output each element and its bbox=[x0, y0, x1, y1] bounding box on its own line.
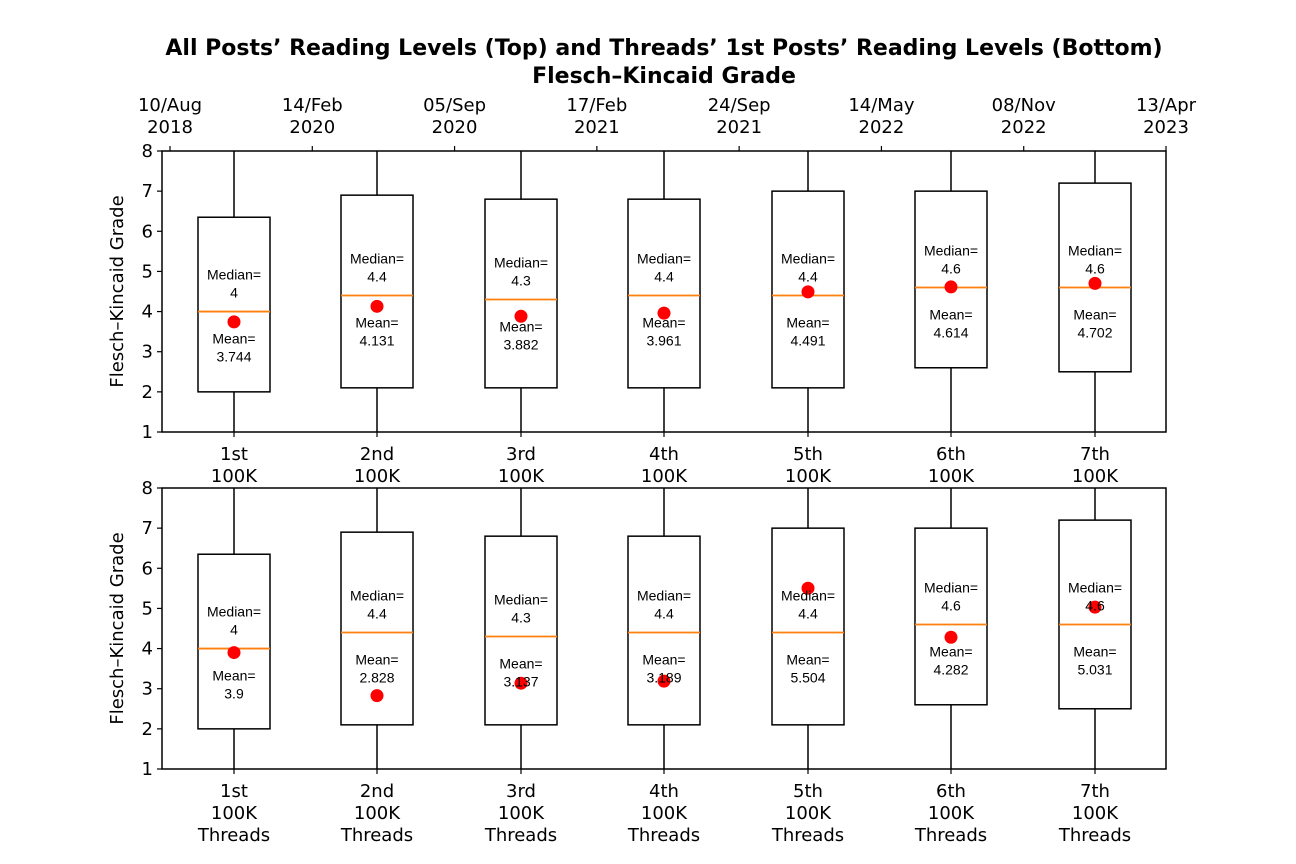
x-tick-label: 5th 100K bbox=[785, 444, 832, 487]
x-tick-label: 3rd 100K Threads bbox=[484, 781, 557, 846]
mean-label: Mean= 4.491 bbox=[786, 315, 829, 349]
mean-label: Mean= 4.282 bbox=[929, 643, 972, 677]
top-x-tick-label: 24/Sep 2021 bbox=[708, 95, 771, 138]
mean-marker bbox=[801, 581, 815, 595]
y-axis-label: Flesch–Kincaid Grade bbox=[107, 532, 128, 724]
x-tick-label: 1st 100K Threads bbox=[197, 781, 270, 846]
x-tick-label: 7th 100K bbox=[1072, 444, 1119, 487]
box bbox=[340, 194, 414, 389]
x-tick-label: 7th 100K Threads bbox=[1058, 781, 1131, 846]
y-tick-label: 5 bbox=[142, 598, 153, 619]
mean-label: Mean= 3.137 bbox=[499, 656, 542, 690]
y-tick-label: 7 bbox=[142, 181, 153, 202]
box bbox=[197, 553, 271, 730]
median-label: Median= 4.4 bbox=[637, 588, 691, 622]
y-tick-label: 1 bbox=[142, 759, 153, 780]
chart-title: All Posts’ Reading Levels (Top) and Thre… bbox=[165, 36, 1162, 61]
x-tick-label: 2nd 100K Threads bbox=[340, 781, 413, 846]
y-tick-label: 1 bbox=[142, 422, 153, 443]
box bbox=[484, 535, 558, 726]
y-tick-label: 8 bbox=[142, 478, 153, 499]
box bbox=[914, 527, 988, 706]
top-x-tick-label: 05/Sep 2020 bbox=[423, 95, 486, 138]
mean-label: Mean= 2.828 bbox=[355, 652, 398, 686]
box bbox=[484, 198, 558, 389]
mean-marker bbox=[944, 280, 958, 294]
box bbox=[627, 198, 701, 389]
top-x-tick-label: 14/May 2022 bbox=[848, 95, 915, 138]
mean-label: Mean= 3.9 bbox=[212, 668, 255, 702]
y-tick-label: 3 bbox=[142, 342, 153, 363]
x-tick-label: 5th 100K Threads bbox=[771, 781, 844, 846]
x-tick-label: 6th 100K bbox=[928, 444, 975, 487]
y-tick-label: 5 bbox=[142, 261, 153, 282]
mean-marker bbox=[370, 689, 384, 703]
mean-marker bbox=[801, 285, 815, 299]
y-tick-label: 6 bbox=[142, 558, 153, 579]
median-label: Median= 4.6 bbox=[1068, 242, 1122, 276]
mean-marker bbox=[370, 299, 384, 313]
chart-subtitle: Flesch–Kincaid Grade bbox=[532, 64, 796, 89]
mean-label: Mean= 5.031 bbox=[1073, 643, 1116, 677]
median-label: Median= 4.3 bbox=[494, 592, 548, 626]
median-label: Median= 4.6 bbox=[1068, 579, 1122, 613]
box bbox=[1058, 182, 1132, 373]
mean-label: Mean= 4.614 bbox=[929, 306, 972, 340]
box bbox=[771, 190, 845, 389]
median-label: Median= 4.4 bbox=[781, 588, 835, 622]
box bbox=[914, 190, 988, 369]
median-label: Median= 4.3 bbox=[494, 255, 548, 289]
y-tick-label: 4 bbox=[142, 639, 153, 660]
y-tick-label: 2 bbox=[142, 719, 153, 740]
x-tick-label: 4th 100K bbox=[641, 444, 688, 487]
mean-label: Mean= 4.131 bbox=[355, 315, 398, 349]
top-x-tick-label: 10/Aug 2018 bbox=[138, 95, 202, 138]
mean-marker bbox=[1088, 600, 1102, 614]
x-tick-label: 4th 100K Threads bbox=[627, 781, 700, 846]
x-tick-label: 6th 100K Threads bbox=[914, 781, 987, 846]
x-tick-label: 3rd 100K bbox=[498, 444, 545, 487]
y-tick-label: 8 bbox=[142, 141, 153, 162]
y-tick-label: 6 bbox=[142, 221, 153, 242]
mean-label: Mean= 3.882 bbox=[499, 319, 542, 353]
mean-label: Mean= 3.961 bbox=[642, 315, 685, 349]
mean-label: Mean= 3.744 bbox=[212, 331, 255, 365]
median-label: Median= 4.4 bbox=[350, 588, 404, 622]
mean-marker bbox=[514, 676, 528, 690]
top-x-tick-label: 08/Nov 2022 bbox=[992, 95, 1056, 138]
median-label: Median= 4.6 bbox=[924, 579, 978, 613]
mean-marker bbox=[514, 309, 528, 323]
x-tick-label: 2nd 100K bbox=[354, 444, 401, 487]
mean-label: Mean= 3.189 bbox=[642, 652, 685, 686]
median-label: Median= 4.4 bbox=[781, 251, 835, 285]
box bbox=[340, 531, 414, 726]
y-axis-label: Flesch–Kincaid Grade bbox=[107, 195, 128, 387]
median-label: Median= 4.4 bbox=[637, 251, 691, 285]
y-tick-label: 3 bbox=[142, 679, 153, 700]
mean-marker bbox=[944, 630, 958, 644]
median-label: Median= 4 bbox=[207, 267, 261, 301]
mean-label: Mean= 5.504 bbox=[786, 652, 829, 686]
mean-marker bbox=[1088, 276, 1102, 290]
mean-label: Mean= 4.702 bbox=[1073, 306, 1116, 340]
box bbox=[1058, 519, 1132, 710]
box bbox=[197, 216, 271, 393]
y-tick-label: 2 bbox=[142, 382, 153, 403]
box bbox=[627, 535, 701, 726]
mean-marker bbox=[657, 674, 671, 688]
x-tick-label: 1st 100K bbox=[211, 444, 258, 487]
top-x-tick-label: 17/Feb 2021 bbox=[566, 95, 627, 138]
mean-marker bbox=[657, 306, 671, 320]
mean-marker bbox=[227, 315, 241, 329]
median-label: Median= 4 bbox=[207, 604, 261, 638]
top-x-tick-label: 13/Apr 2023 bbox=[1136, 95, 1197, 138]
y-tick-label: 4 bbox=[142, 302, 153, 323]
mean-marker bbox=[227, 646, 241, 660]
median-label: Median= 4.6 bbox=[924, 242, 978, 276]
median-label: Median= 4.4 bbox=[350, 251, 404, 285]
top-x-tick-label: 14/Feb 2020 bbox=[282, 95, 343, 138]
box bbox=[771, 527, 845, 726]
y-tick-label: 7 bbox=[142, 518, 153, 539]
